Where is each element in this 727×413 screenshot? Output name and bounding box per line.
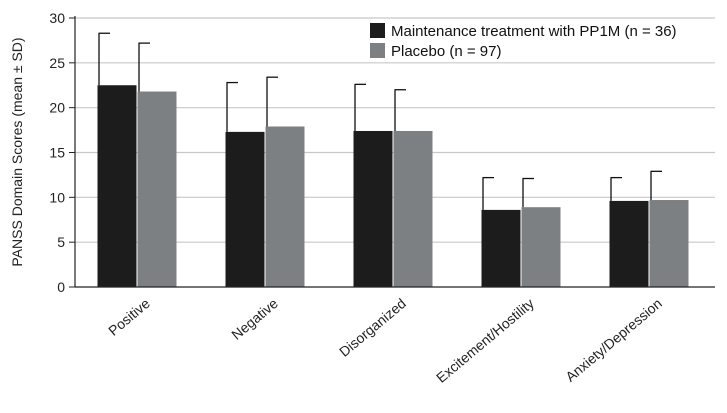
y-tick-label: 5 <box>57 234 65 250</box>
bars <box>97 32 689 287</box>
legend-swatch <box>370 43 385 58</box>
y-tick-label: 25 <box>49 55 65 71</box>
bar <box>137 91 177 287</box>
x-tick-label: Disorganized <box>336 295 409 360</box>
bar <box>225 131 265 287</box>
legend-label: Placebo (n = 97) <box>391 43 502 60</box>
x-tick-label: Anxiety/Depression <box>562 295 665 385</box>
bar <box>649 200 689 287</box>
bar <box>481 209 521 287</box>
bar <box>393 130 433 287</box>
y-axis-label: PANSS Domain Scores (mean ± SD) <box>9 37 25 266</box>
bar <box>521 207 561 287</box>
bar <box>265 126 305 287</box>
legend: Maintenance treatment with PP1M (n = 36)… <box>370 23 677 60</box>
y-tick-label: 15 <box>49 145 65 161</box>
bar <box>609 200 649 287</box>
bar <box>353 130 393 287</box>
legend-label: Maintenance treatment with PP1M (n = 36) <box>391 23 677 40</box>
x-tick-label: Positive <box>105 295 153 339</box>
x-tick-label: Excitement/Hostility <box>433 295 537 386</box>
legend-swatch <box>370 23 385 38</box>
bar <box>97 85 137 287</box>
y-tick-label: 20 <box>49 100 65 116</box>
y-tick-label: 30 <box>49 10 65 26</box>
y-tick-label: 0 <box>57 279 65 295</box>
y-tick-label: 10 <box>49 189 65 205</box>
x-tick-label: Negative <box>228 295 281 343</box>
